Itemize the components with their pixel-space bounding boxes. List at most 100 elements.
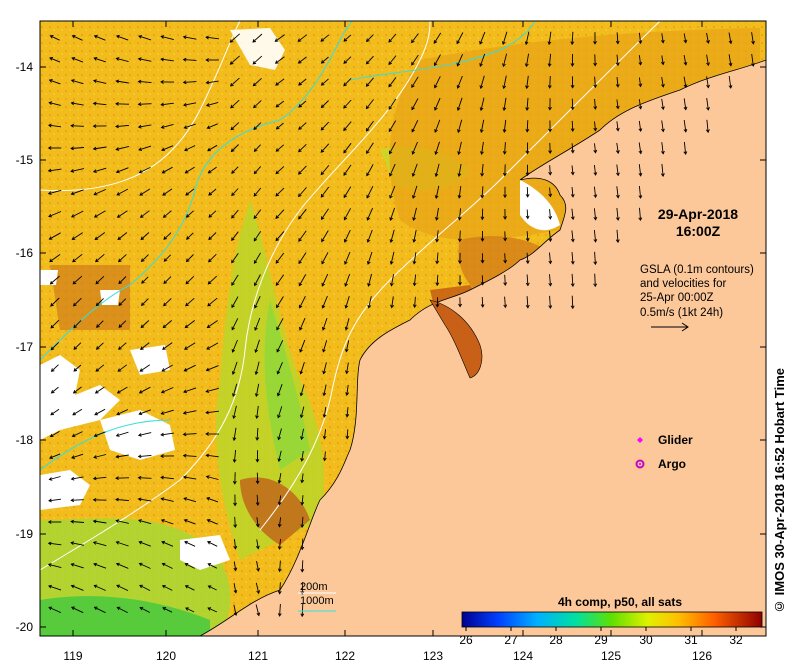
velocity-vector-head [298,148,302,153]
velocity-vector-head [411,128,415,133]
velocity-vector [162,607,173,613]
velocity-vector-head [388,128,393,133]
velocity-vector [231,253,239,263]
velocity-vector-head [548,305,553,309]
velocity-vector [162,585,173,591]
velocity-vector-head [255,523,260,528]
velocity-vector [301,603,304,617]
velocity-vector-head [570,84,575,89]
velocity-vector [138,519,152,525]
velocity-vector [161,541,174,547]
velocity-vector-head [412,217,416,221]
velocity-vector [322,295,328,309]
velocity-vector [594,251,596,265]
colorbar [461,611,763,628]
velocity-vector-head [570,261,575,265]
velocity-vector-head [206,125,211,130]
velocity-vector-head [115,79,120,84]
y-tick-label: -19 [16,527,34,541]
velocity-vector-head [231,237,235,241]
velocity-vector-head [72,302,77,307]
velocity-vector-head [320,60,325,64]
velocity-vector-head [320,171,325,176]
velocity-vector-head [343,216,348,221]
velocity-vector [275,78,285,86]
velocity-vector [73,342,82,350]
velocity-vector-head [137,57,142,62]
velocity-vector-head [525,260,530,265]
velocity-vector-head [184,147,188,152]
velocity-vector [275,166,285,174]
velocity-vector [298,274,307,286]
velocity-vector-head [232,459,237,463]
y-tick-label: -20 [16,620,34,634]
velocity-vector [254,144,261,152]
gsla-line: and velocities for [640,278,727,291]
velocity-vector-head [93,584,98,589]
velocity-vector-head [71,433,76,438]
velocity-vector [593,208,597,220]
velocity-vector [320,186,330,198]
velocity-vector [50,408,60,416]
velocity-vector-head [593,41,597,45]
velocity-vector [661,77,664,87]
velocity-vector-head [95,258,99,263]
velocity-vector [117,364,128,372]
velocity-vector-head [160,411,165,415]
velocity-vector-head [72,280,77,285]
velocity-vector [50,297,60,307]
velocity-vector [138,80,152,84]
velocity-vector [50,275,60,285]
velocity-vector-head [638,61,643,66]
velocity-vector [206,410,219,414]
velocity-vector [94,585,106,591]
contour-1000m-north [349,21,536,81]
velocity-vector-head [365,83,370,87]
velocity-vector-head [254,393,259,398]
gsla-line: 25-Apr 00:00Z [640,292,714,305]
velocity-vector [413,229,417,243]
velocity-vector [346,407,349,417]
velocity-vector [480,75,485,89]
velocity-vector [346,429,349,439]
velocity-vector [571,187,574,197]
velocity-vector-head [300,436,304,441]
velocity-vector-head [412,304,417,309]
velocity-vector-head [160,35,165,39]
velocity-vector [367,251,373,265]
velocity-vector [233,561,237,571]
colorbar-tick-label: 26 [459,633,473,647]
velocity-vector-head [92,169,97,174]
velocity-vector-head [434,195,439,199]
y-tick-label: -17 [16,340,34,354]
velocity-vector [456,32,464,44]
velocity-vector [435,163,440,177]
velocity-vector [275,252,285,264]
velocity-vector-head [343,60,348,64]
velocity-vector-head [207,607,212,611]
velocity-vector [728,54,732,66]
velocity-vector [48,168,62,172]
velocity-vector [186,210,194,218]
velocity-vector-head [321,260,325,265]
velocity-vector-head [548,238,553,243]
velocity-vector [73,320,82,328]
velocity-vector [479,53,486,67]
velocity-vector-head [320,193,325,198]
velocity-vector-head [638,105,643,110]
velocity-vector-head [343,172,347,176]
velocity-vector-head [502,150,507,155]
velocity-vector-head [593,149,598,154]
velocity-vector-head [706,40,710,44]
velocity-vector-head [321,304,326,309]
velocity-vector-head [252,39,256,43]
velocity-vector [343,99,352,109]
velocity-vector [183,476,197,480]
velocity-vector [638,99,642,109]
velocity-vector-head [548,193,553,198]
velocity-vector-head [256,567,260,572]
velocity-vector-head [183,497,188,501]
velocity-vector-head [205,410,209,415]
velocity-vector [117,386,128,394]
velocity-vector [526,120,529,132]
